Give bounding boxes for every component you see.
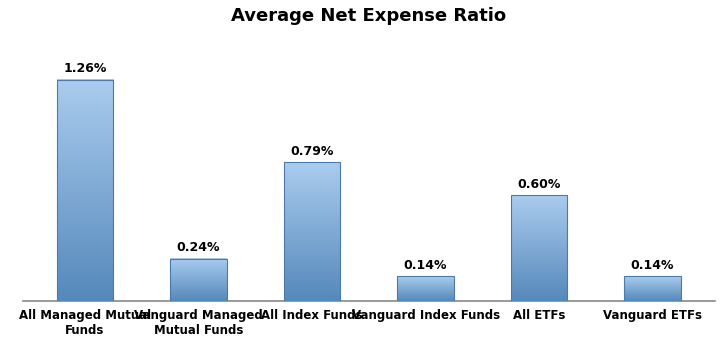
Title: Average Net Expense Ratio: Average Net Expense Ratio — [231, 7, 506, 25]
Bar — [625, 276, 681, 301]
Bar — [510, 195, 567, 301]
Bar — [56, 80, 113, 301]
Text: 0.79%: 0.79% — [290, 145, 334, 158]
Text: 0.14%: 0.14% — [631, 259, 674, 272]
Bar — [625, 276, 681, 301]
Text: 0.24%: 0.24% — [177, 241, 220, 254]
Bar — [56, 80, 113, 301]
Bar — [170, 259, 227, 301]
Text: 0.14%: 0.14% — [404, 259, 448, 272]
Bar — [284, 162, 341, 301]
Text: 0.60%: 0.60% — [518, 178, 561, 191]
Bar — [170, 259, 227, 301]
Bar — [510, 195, 567, 301]
Text: 1.26%: 1.26% — [64, 62, 107, 75]
Bar — [284, 162, 341, 301]
Bar — [397, 276, 454, 301]
Bar — [397, 276, 454, 301]
